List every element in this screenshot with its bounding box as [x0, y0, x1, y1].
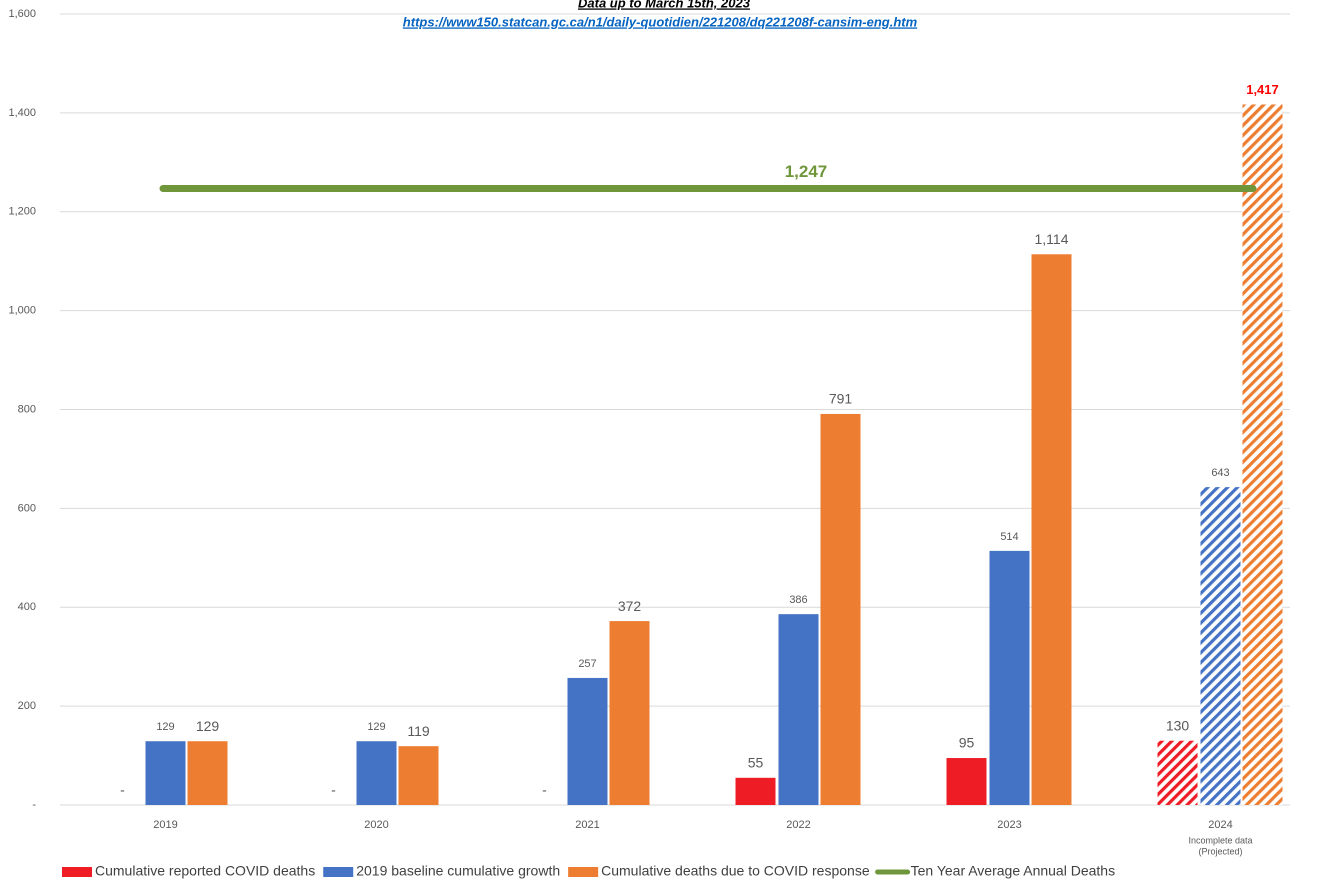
- value-label: -: [120, 782, 125, 798]
- bar: [946, 758, 987, 805]
- bar: [1200, 487, 1241, 805]
- value-label: 129: [196, 718, 220, 734]
- x-tick-label: 2023: [997, 819, 1021, 831]
- reference-label: 1,247: [785, 162, 828, 181]
- bar: [609, 621, 650, 805]
- bar: [1157, 740, 1198, 805]
- y-tick-label: 1,200: [8, 206, 36, 218]
- value-label: 55: [748, 755, 764, 771]
- legend-swatch: [568, 867, 599, 877]
- bar: [145, 741, 186, 805]
- y-tick-label: 1,600: [8, 8, 36, 20]
- value-label: 514: [1000, 531, 1018, 543]
- bar: [820, 413, 861, 805]
- legend-label: Cumulative deaths due to COVID response: [601, 863, 870, 879]
- x-tick-note: (Projected): [1198, 846, 1242, 856]
- value-label: 119: [407, 723, 430, 739]
- legend-swatch: [62, 867, 92, 877]
- x-tick-label: 2020: [364, 819, 388, 831]
- y-tick-label: 1,000: [8, 305, 36, 317]
- y-tick-label: 400: [18, 601, 36, 613]
- y-tick-label: 1,400: [8, 107, 36, 119]
- value-label: 1,114: [1035, 231, 1069, 247]
- x-tick-label: 2019: [153, 819, 177, 831]
- legend-label: Cumulative reported COVID deaths: [95, 863, 315, 879]
- value-label: 386: [789, 594, 807, 606]
- y-tick-label: -: [32, 799, 36, 811]
- legend-label: 2019 baseline cumulative growth: [356, 863, 560, 879]
- value-label: 130: [1166, 717, 1190, 733]
- value-label: -: [542, 782, 547, 798]
- x-tick-label: 2024: [1208, 819, 1232, 831]
- value-label: 129: [156, 721, 174, 733]
- bar: [356, 741, 397, 805]
- bar: [1242, 104, 1283, 805]
- chart-header: Data up to March 15th, 2023: [578, 0, 751, 10]
- bar: [187, 741, 228, 805]
- source-link[interactable]: https://www150.statcan.gc.ca/n1/daily-qu…: [403, 14, 918, 29]
- bar: [1031, 254, 1072, 806]
- legend-swatch: [323, 867, 354, 877]
- value-label: 1,417: [1246, 82, 1279, 97]
- value-label: 643: [1211, 467, 1229, 479]
- value-label: -: [331, 782, 336, 798]
- y-tick-label: 200: [18, 700, 36, 712]
- bar: [989, 550, 1030, 805]
- y-tick-label: 800: [18, 403, 36, 415]
- bar: [778, 614, 819, 805]
- bar: [735, 777, 776, 805]
- value-label: 372: [618, 598, 642, 614]
- x-tick-label: 2022: [786, 819, 810, 831]
- legend-label: Ten Year Average Annual Deaths: [911, 863, 1115, 879]
- y-tick-label: 600: [18, 502, 36, 514]
- value-label: 95: [959, 735, 975, 751]
- bar: [567, 677, 608, 805]
- x-tick-label: 2021: [575, 819, 599, 831]
- bar: [398, 746, 439, 805]
- value-label: 129: [367, 721, 385, 733]
- value-label: 791: [829, 391, 853, 407]
- x-tick-note: Incomplete data: [1188, 835, 1252, 845]
- value-label: 257: [578, 658, 596, 670]
